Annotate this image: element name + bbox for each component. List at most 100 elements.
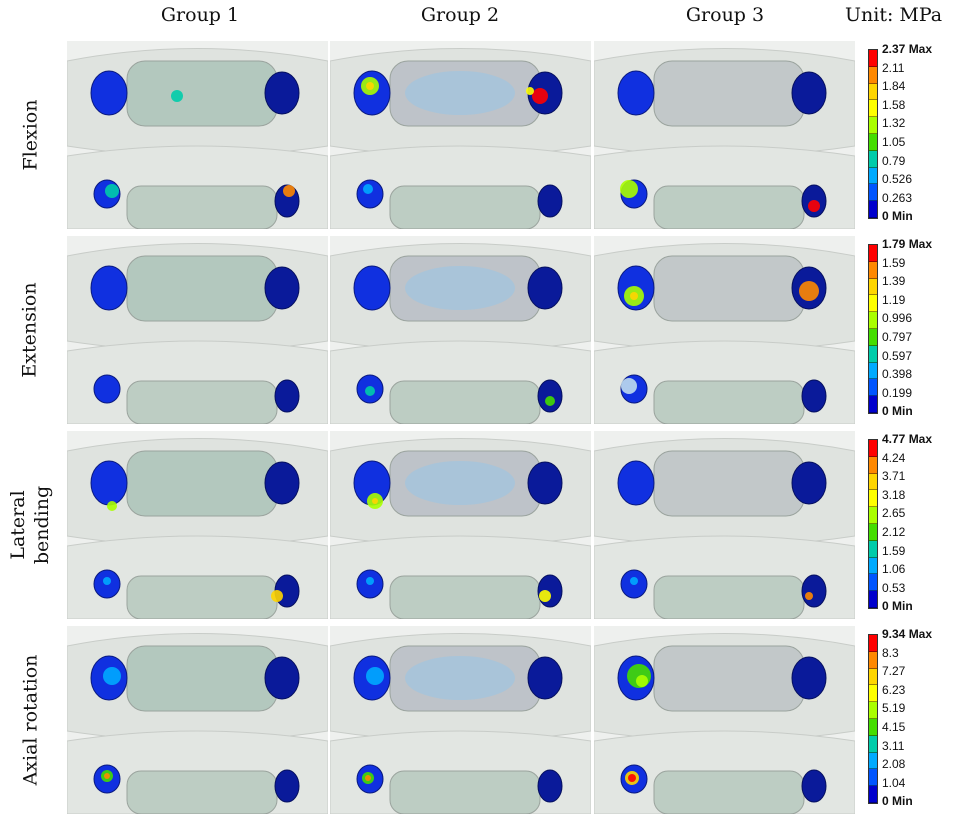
legend-tick: 1.05 [882, 135, 906, 149]
facet-joint-upper-left [90, 265, 128, 311]
legend-color-segment [869, 278, 877, 296]
stress-hotspot [104, 773, 110, 779]
legend-color-segment [869, 718, 877, 736]
facet-joint-lower-right [537, 574, 563, 608]
legend-color-segment [869, 540, 877, 558]
legend-tick: 0 Min [882, 209, 913, 224]
legend-color-segment [869, 473, 877, 491]
legend-tick: 2.12 [882, 525, 906, 539]
legend-tick: 0.996 [882, 311, 913, 326]
facet-joint-lower-left [356, 179, 384, 209]
implant-core-shape [405, 266, 515, 310]
stress-hotspot [107, 501, 117, 511]
row-label-extension: Extension [0, 235, 60, 425]
legend-color-segment [869, 261, 877, 279]
legend-color-segment [869, 362, 877, 380]
stress-hotspot [103, 577, 111, 585]
lower-disc-shape [389, 380, 541, 424]
legend-tick: 7.27 [882, 664, 906, 679]
disc-implant-shape [126, 60, 278, 127]
legend-color-segment [869, 557, 877, 575]
facet-joint-lower-right [801, 379, 827, 413]
legend-color-segment [869, 150, 877, 168]
lower-disc-shape [389, 575, 541, 619]
implant-core-shape [405, 656, 515, 700]
legend-color-segment [869, 651, 877, 669]
legend-color-segment [869, 523, 877, 541]
legend-color-segment [869, 167, 877, 185]
row-label-axial-rotation-text: Axial rotation [19, 654, 41, 786]
stress-hotspot [636, 675, 648, 687]
legend-tick: 3.11 [882, 738, 905, 753]
legend-tick: 1.79 Max [882, 237, 933, 251]
spine-model-render [594, 626, 855, 814]
legend-tick: 0.263 [882, 190, 913, 205]
legend-color-segment [869, 574, 877, 592]
legend-color-segment [869, 635, 877, 652]
facet-joint-lower-right [801, 769, 827, 803]
facet-joint-upper-left [90, 460, 128, 506]
legend-tick: 8.3 [882, 645, 899, 660]
legend-tick: 2.08 [882, 757, 906, 772]
stress-hotspot [805, 592, 813, 600]
legend-color-segment [869, 379, 877, 397]
row-label-axial-rotation: Axial rotation [0, 625, 60, 815]
spine-model-render [67, 41, 328, 229]
stress-hotspot [808, 200, 820, 212]
facet-joint-upper-left [617, 460, 655, 506]
disc-implant-shape [653, 60, 805, 127]
lower-disc-shape [126, 770, 278, 814]
facet-joint-upper-right [264, 461, 300, 505]
stress-hotspot [271, 590, 283, 602]
legend-color-segment [869, 702, 877, 719]
spine-model-render [67, 236, 328, 424]
legend-tick: 5.19 [882, 701, 906, 716]
spine-model-render [67, 431, 328, 619]
facet-joint-upper-left [90, 70, 128, 116]
row-label-flexion-text: Flexion [19, 99, 42, 171]
facet-joint-upper-right [791, 461, 827, 505]
legend-tick: 1.32 [882, 116, 906, 131]
stress-contour-panel [330, 626, 591, 814]
stress-hotspot [799, 281, 819, 301]
row-label-flexion: Flexion [0, 40, 60, 230]
spine-model-render [594, 41, 855, 229]
legend-color-segment [869, 66, 877, 84]
legend-tick: 2.65 [882, 506, 906, 521]
legend-color-segment [869, 735, 877, 753]
stress-hotspot [621, 378, 637, 394]
disc-implant-shape [653, 645, 805, 712]
legend-tick: 0.199 [882, 385, 913, 400]
stress-hotspot [366, 577, 374, 585]
spine-model-render [330, 41, 591, 229]
stress-hotspot [630, 577, 638, 585]
implant-core-shape [405, 461, 515, 505]
spine-model-render [330, 626, 591, 814]
stress-contour-panel [594, 41, 855, 229]
disc-implant-shape [653, 450, 805, 517]
legend-color-segment [869, 50, 877, 67]
legend-color-segment [869, 201, 877, 218]
legend-tick: 1.84 [882, 79, 906, 94]
stress-hotspot [620, 180, 638, 198]
stress-contour-panel [330, 236, 591, 424]
lower-disc-shape [653, 575, 805, 619]
facet-joint-lower-left [93, 374, 121, 404]
stress-hotspot [532, 88, 548, 104]
legend-tick: 1.39 [882, 274, 906, 289]
facet-joint-upper-right [527, 656, 563, 700]
implant-core-shape [405, 71, 515, 115]
facet-joint-upper-left [353, 265, 391, 311]
legend-tick: 1.19 [882, 292, 906, 307]
row-label-lateral-bending-text: Lateral bending [6, 486, 54, 564]
legend-lateral-bending: 4.77 Max 4.24 3.71 3.18 2.65 2.12 1.59 1… [868, 433, 957, 621]
legend-color-segment [869, 328, 877, 346]
legend-color-segment [869, 440, 877, 457]
row-label-extension-text: Extension [19, 282, 41, 378]
disc-implant-shape [653, 255, 805, 322]
stress-contour-panel [594, 626, 855, 814]
column-header-group-1: Group 1 [160, 4, 240, 26]
lower-disc-shape [126, 185, 278, 229]
legend-tick: 0.797 [882, 330, 913, 344]
facet-joint-lower-right [274, 379, 300, 413]
